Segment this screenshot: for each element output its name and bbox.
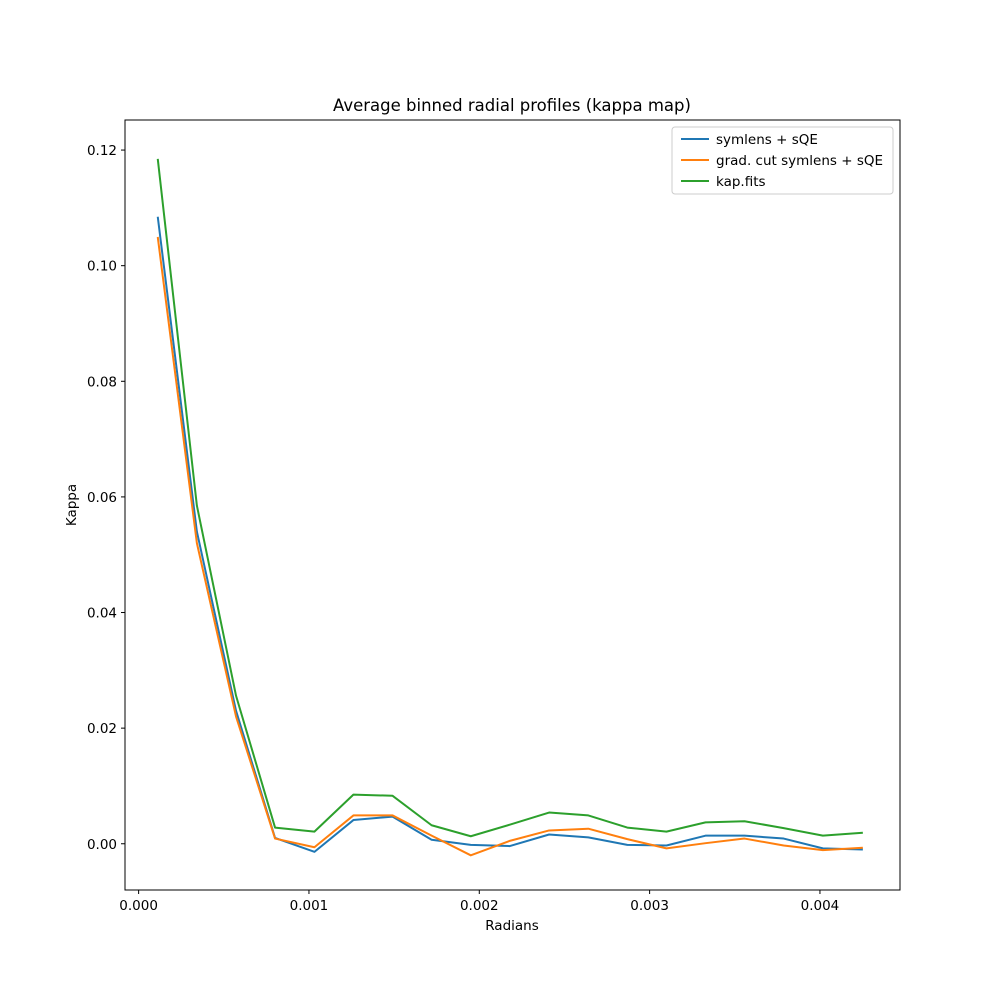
plot-area-frame [124, 119, 901, 891]
legend: symlens + sQE grad. cut symlens + sQE kap.… [671, 126, 894, 195]
x-axis-label: Radians [485, 918, 539, 934]
series-lines [156, 158, 863, 857]
y-tick-label: 0.02 [87, 721, 117, 737]
y-tick-label: 0.00 [87, 837, 117, 853]
legend-label: symlens + sQE [716, 132, 818, 148]
x-tick-label: 0.004 [801, 898, 840, 914]
y-axis-label: Kappa [64, 484, 80, 526]
x-tick-label: 0.000 [119, 898, 158, 914]
x-tick-label: 0.003 [630, 898, 669, 914]
y-tick-label: 0.04 [87, 606, 117, 622]
y-tick-label: 0.06 [87, 490, 117, 506]
legend-items: symlens + sQE grad. cut symlens + sQE kap.… [681, 132, 883, 190]
series-line-2 [156, 236, 863, 857]
series-line-3 [156, 158, 863, 838]
y-tick-label: 0.08 [87, 374, 117, 390]
x-tick-label: 0.001 [290, 898, 329, 914]
y-tick-label: 0.12 [87, 143, 117, 159]
x-tick-label: 0.002 [460, 898, 499, 914]
legend-label: grad. cut symlens + sQE [716, 153, 883, 169]
x-axis-ticks: 0.000 0.001 0.002 0.003 0.004 [119, 890, 839, 914]
chart-title: Average binned radial profiles (kappa ma… [333, 96, 691, 115]
legend-label: kap.fits [716, 174, 766, 190]
legend-box [671, 126, 894, 195]
y-axis-ticks: 0.00 0.02 0.04 0.06 0.08 0.10 0.12 [87, 143, 125, 853]
y-tick-label: 0.10 [87, 259, 117, 275]
